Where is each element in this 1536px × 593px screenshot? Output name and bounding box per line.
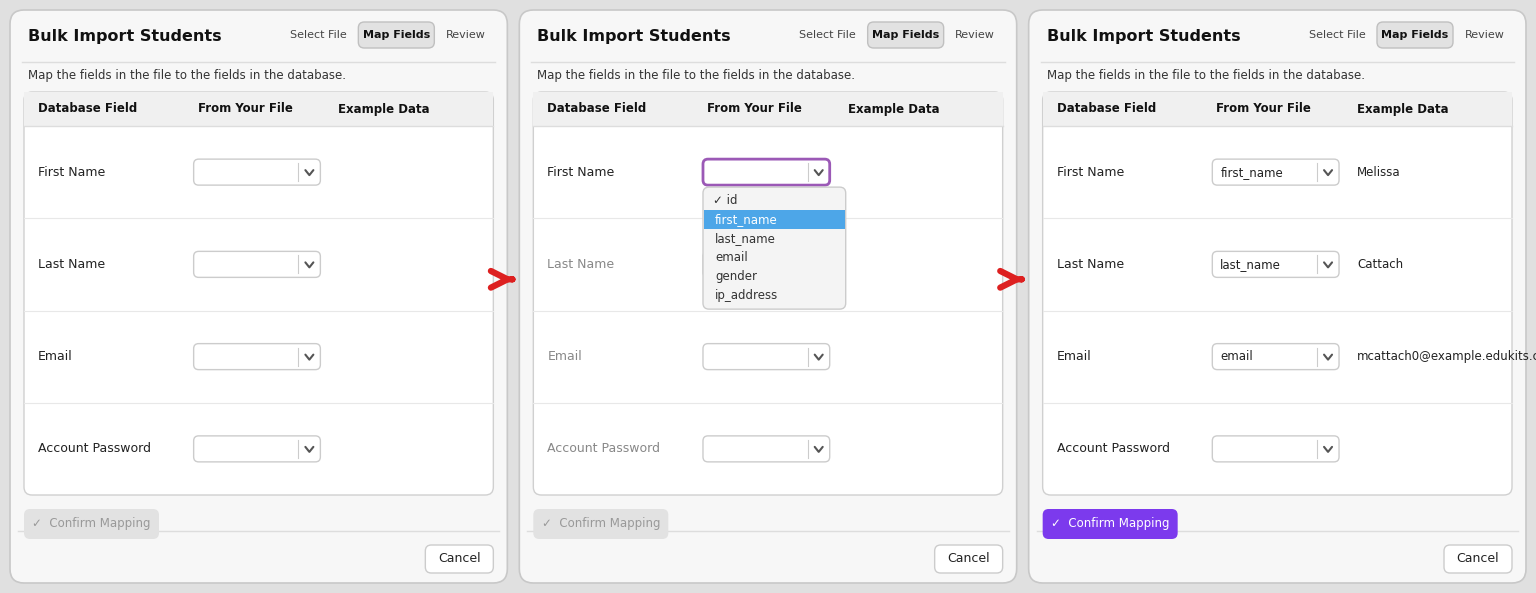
Text: From Your File: From Your File: [1217, 103, 1312, 116]
Text: First Name: First Name: [547, 165, 614, 178]
Text: Last Name: Last Name: [547, 258, 614, 271]
Text: Review: Review: [445, 30, 485, 40]
FancyBboxPatch shape: [703, 343, 829, 369]
Bar: [533, 92, 1003, 126]
Text: From Your File: From Your File: [707, 103, 802, 116]
FancyBboxPatch shape: [194, 251, 321, 278]
FancyBboxPatch shape: [194, 343, 321, 369]
FancyBboxPatch shape: [1376, 22, 1453, 48]
FancyBboxPatch shape: [703, 159, 829, 185]
Text: email: email: [1220, 350, 1253, 363]
FancyBboxPatch shape: [703, 187, 846, 309]
FancyBboxPatch shape: [935, 545, 1003, 573]
Text: Select File: Select File: [290, 30, 347, 40]
Text: First Name: First Name: [38, 165, 106, 178]
Text: Select File: Select File: [1309, 30, 1366, 40]
FancyBboxPatch shape: [1444, 545, 1511, 573]
Text: Last Name: Last Name: [1057, 258, 1124, 271]
Bar: [25, 92, 493, 126]
Bar: [1043, 92, 1511, 126]
Text: Account Password: Account Password: [1057, 442, 1170, 455]
Text: First Name: First Name: [1057, 165, 1124, 178]
FancyBboxPatch shape: [425, 545, 493, 573]
FancyBboxPatch shape: [533, 92, 1003, 495]
FancyBboxPatch shape: [1043, 92, 1511, 495]
Text: Map the fields in the file to the fields in the database.: Map the fields in the file to the fields…: [28, 69, 346, 82]
Text: first_name: first_name: [714, 213, 777, 226]
Text: Map the fields in the file to the fields in the database.: Map the fields in the file to the fields…: [1046, 69, 1364, 82]
Text: ✓  Confirm Mapping: ✓ Confirm Mapping: [32, 518, 151, 531]
Text: Email: Email: [38, 350, 72, 363]
Text: Database Field: Database Field: [1057, 103, 1157, 116]
Text: Bulk Import Students: Bulk Import Students: [1046, 28, 1240, 43]
Text: Bulk Import Students: Bulk Import Students: [28, 28, 221, 43]
Text: Email: Email: [547, 350, 582, 363]
Text: email: email: [714, 251, 748, 264]
FancyBboxPatch shape: [25, 92, 493, 495]
Text: mcattach0@example.edukits.co: mcattach0@example.edukits.co: [1358, 350, 1536, 363]
FancyBboxPatch shape: [194, 159, 321, 185]
Text: ip_address: ip_address: [714, 289, 779, 302]
Text: Melissa: Melissa: [1358, 165, 1401, 178]
FancyBboxPatch shape: [519, 10, 1017, 583]
Text: Select File: Select File: [799, 30, 856, 40]
Bar: [703, 210, 845, 229]
Text: Account Password: Account Password: [38, 442, 151, 455]
FancyBboxPatch shape: [358, 22, 435, 48]
Text: Review: Review: [955, 30, 995, 40]
Text: gender: gender: [714, 270, 757, 283]
Text: Cancel: Cancel: [1456, 553, 1499, 566]
Text: Cattach: Cattach: [1358, 258, 1404, 271]
Text: Database Field: Database Field: [38, 103, 137, 116]
FancyBboxPatch shape: [1212, 343, 1339, 369]
Text: Example Data: Example Data: [338, 103, 430, 116]
FancyBboxPatch shape: [25, 509, 160, 539]
Text: first_name: first_name: [1220, 165, 1283, 178]
Text: Review: Review: [1464, 30, 1504, 40]
FancyBboxPatch shape: [1043, 509, 1178, 539]
Text: From Your File: From Your File: [198, 103, 292, 116]
FancyBboxPatch shape: [703, 251, 829, 278]
FancyBboxPatch shape: [11, 10, 507, 583]
Text: Last Name: Last Name: [38, 258, 104, 271]
Text: last_name: last_name: [714, 232, 776, 245]
FancyBboxPatch shape: [1212, 436, 1339, 462]
Text: Cancel: Cancel: [438, 553, 481, 566]
Text: ✓  Confirm Mapping: ✓ Confirm Mapping: [1051, 518, 1169, 531]
Text: Example Data: Example Data: [1358, 103, 1448, 116]
FancyBboxPatch shape: [1212, 159, 1339, 185]
Text: Map the fields in the file to the fields in the database.: Map the fields in the file to the fields…: [538, 69, 856, 82]
FancyBboxPatch shape: [868, 22, 943, 48]
Text: last_name: last_name: [1220, 258, 1281, 271]
Text: Example Data: Example Data: [848, 103, 940, 116]
Text: Map Fields: Map Fields: [1381, 30, 1448, 40]
FancyBboxPatch shape: [194, 436, 321, 462]
FancyBboxPatch shape: [1212, 251, 1339, 278]
Text: Cancel: Cancel: [948, 553, 991, 566]
Text: Email: Email: [1057, 350, 1092, 363]
FancyBboxPatch shape: [703, 436, 829, 462]
FancyBboxPatch shape: [533, 509, 668, 539]
Text: Database Field: Database Field: [547, 103, 647, 116]
Text: Map Fields: Map Fields: [362, 30, 430, 40]
Text: ✓ id: ✓ id: [713, 194, 737, 207]
Text: Bulk Import Students: Bulk Import Students: [538, 28, 731, 43]
FancyBboxPatch shape: [1029, 10, 1525, 583]
Text: Map Fields: Map Fields: [872, 30, 940, 40]
Text: ✓  Confirm Mapping: ✓ Confirm Mapping: [542, 518, 660, 531]
Text: Account Password: Account Password: [547, 442, 660, 455]
